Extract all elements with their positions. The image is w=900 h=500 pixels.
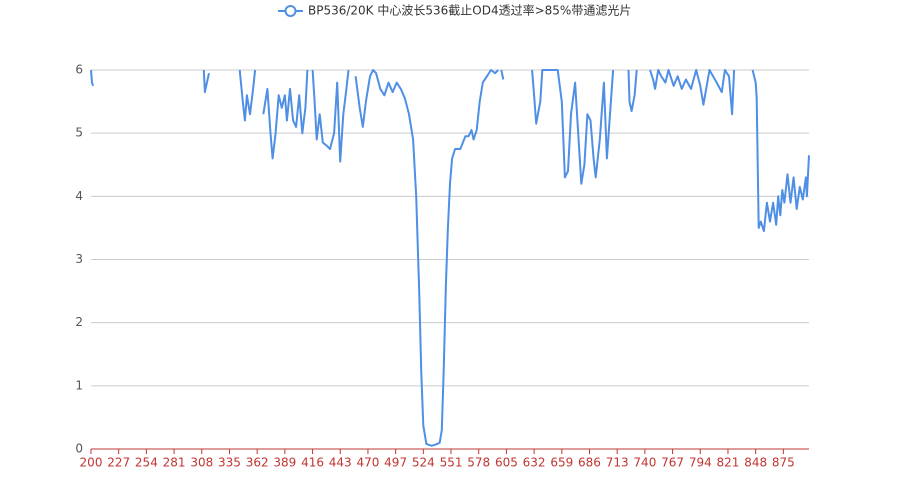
x-tick-label: 632	[523, 456, 546, 470]
y-tick-label: 0	[75, 442, 83, 456]
x-tick-label: 416	[301, 456, 324, 470]
x-tick-label: 281	[163, 456, 186, 470]
data-line	[751, 69, 810, 233]
x-tick-label: 254	[135, 456, 158, 470]
y-tick-label: 5	[75, 126, 83, 140]
legend: BP536/20K 中心波长536截止OD4透过率>85%带通滤光片	[278, 3, 631, 18]
x-tick-label: 308	[190, 456, 213, 470]
legend-icon-circle	[284, 5, 297, 17]
x-tick-label: 578	[467, 456, 490, 470]
x-tick-label: 470	[356, 456, 379, 470]
data-line	[238, 69, 257, 122]
y-tick-label: 3	[75, 252, 83, 266]
x-tick-label: 389	[273, 456, 296, 470]
x-tick-label: 362	[246, 456, 269, 470]
data-line	[90, 69, 95, 87]
x-tick-label: 794	[689, 456, 712, 470]
x-tick-label: 551	[440, 456, 463, 470]
x-tick-label: 875	[772, 456, 795, 470]
x-tick-label: 200	[80, 456, 103, 470]
x-tick-label: 767	[661, 456, 684, 470]
x-tick-label: 740	[633, 456, 656, 470]
data-line	[202, 69, 210, 94]
x-tick-label: 821	[717, 456, 740, 470]
x-tick-label: 443	[329, 456, 352, 470]
data-line	[531, 69, 615, 185]
x-tick-label: 848	[744, 456, 767, 470]
y-tick-label: 4	[75, 189, 83, 203]
y-tick-label: 2	[75, 315, 83, 329]
data-line	[262, 69, 309, 160]
x-tick-label: 686	[578, 456, 601, 470]
x-tick-label: 713	[606, 456, 629, 470]
x-tick-label: 605	[495, 456, 518, 470]
data-line	[500, 69, 505, 80]
x-tick-label: 524	[412, 456, 435, 470]
x-tick-label: 227	[107, 456, 130, 470]
y-tick-label: 1	[75, 378, 83, 392]
x-tick-label: 659	[550, 456, 573, 470]
x-tick-label: 497	[384, 456, 407, 470]
y-tick-label: 6	[75, 63, 83, 77]
data-line	[311, 69, 350, 163]
legend-label: BP536/20K 中心波长536截止OD4透过率>85%带通滤光片	[308, 3, 631, 18]
data-line	[649, 69, 736, 116]
x-tick-label: 335	[218, 456, 241, 470]
data-line	[627, 69, 638, 113]
data-line	[354, 69, 499, 447]
